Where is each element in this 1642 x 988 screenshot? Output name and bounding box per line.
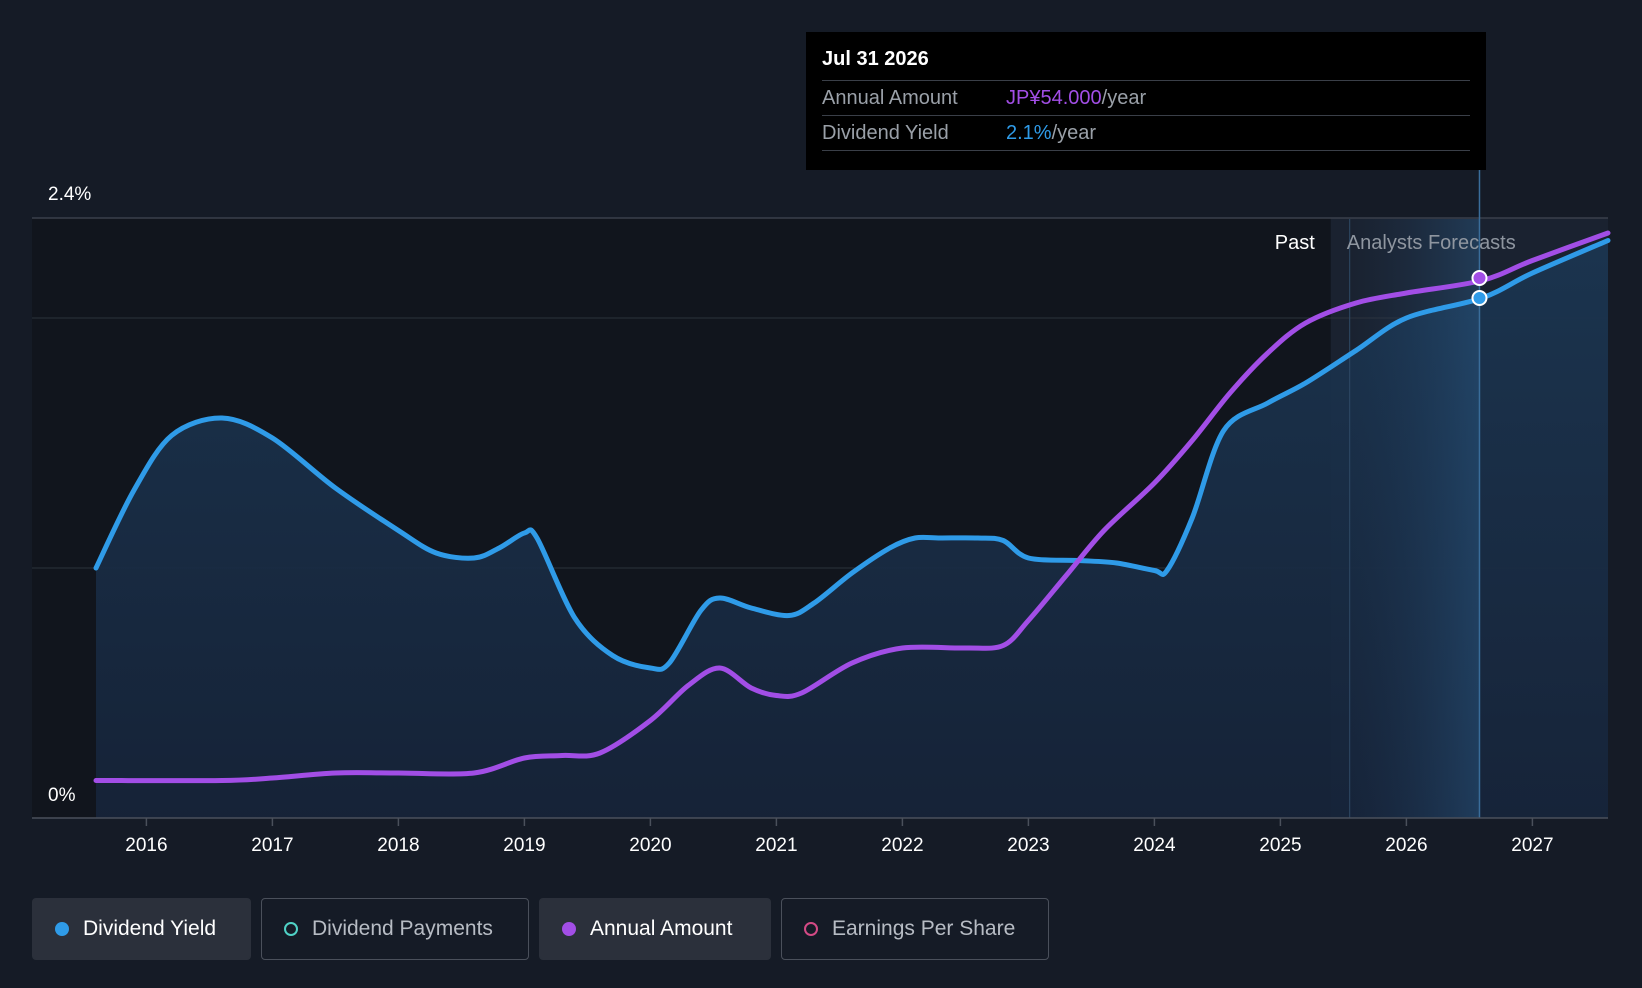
annual-amount-hover-point[interactable] — [1471, 270, 1488, 286]
forecast-region-label: Analysts Forecasts — [1347, 232, 1516, 254]
x-tick-label: 2016 — [125, 835, 167, 856]
legend-label: Earnings Per Share — [832, 917, 1016, 940]
tooltip-value: JP¥54.000 — [1006, 87, 1102, 109]
tooltip: Jul 31 2026 Annual Amount JP¥54.000 /yea… — [806, 32, 1486, 170]
legend-dividend-payments[interactable]: Dividend Payments — [261, 898, 529, 960]
legend: Dividend Yield Dividend Payments Annual … — [32, 898, 1049, 962]
y-axis-min-label: 0% — [48, 785, 76, 806]
x-tick-label: 2018 — [377, 835, 419, 856]
x-tick-label: 2021 — [755, 835, 797, 856]
x-tick-label: 2022 — [881, 835, 923, 856]
x-tick-label: 2026 — [1385, 835, 1427, 856]
x-tick-label: 2023 — [1007, 835, 1049, 856]
y-axis-max-label: 2.4% — [48, 184, 91, 205]
tooltip-label: Dividend Yield — [822, 122, 949, 144]
dividend-yield-area — [96, 240, 1608, 818]
legend-annual-amount[interactable]: Annual Amount — [539, 898, 771, 960]
tooltip-unit: /year — [1051, 122, 1097, 144]
legend-earnings-per-share[interactable]: Earnings Per Share — [781, 898, 1049, 960]
dividend-yield-hover-point[interactable] — [1471, 290, 1488, 306]
dividend-yield-line — [93, 238, 1611, 672]
dot-icon — [55, 922, 69, 936]
legend-dividend-yield[interactable]: Dividend Yield — [32, 898, 251, 960]
legend-label: Dividend Yield — [83, 917, 217, 940]
tooltip-unit: /year — [1101, 87, 1147, 109]
tooltip-row-dividend-yield: Dividend Yield 2.1% /year — [822, 116, 1470, 151]
tooltip-value: 2.1% — [1006, 122, 1052, 144]
ring-icon — [284, 922, 298, 936]
x-tick-label: 2027 — [1511, 835, 1553, 856]
past-region-label: Past — [1275, 232, 1315, 254]
tooltip-date: Jul 31 2026 — [822, 46, 1470, 81]
x-tick-label: 2025 — [1259, 835, 1301, 856]
ring-icon — [804, 922, 818, 936]
annual-amount-line — [93, 230, 1611, 784]
forecast-highlight-band — [1349, 219, 1480, 818]
x-tick-label: 2019 — [503, 835, 545, 856]
x-tick-label: 2024 — [1133, 835, 1176, 856]
x-tick-label: 2017 — [251, 835, 293, 856]
tooltip-row-annual-amount: Annual Amount JP¥54.000 /year — [822, 81, 1470, 116]
legend-label: Annual Amount — [590, 917, 733, 940]
x-tick-label: 2020 — [629, 835, 671, 856]
dot-icon — [562, 922, 576, 936]
legend-label: Dividend Payments — [312, 917, 493, 940]
tooltip-label: Annual Amount — [822, 87, 958, 109]
